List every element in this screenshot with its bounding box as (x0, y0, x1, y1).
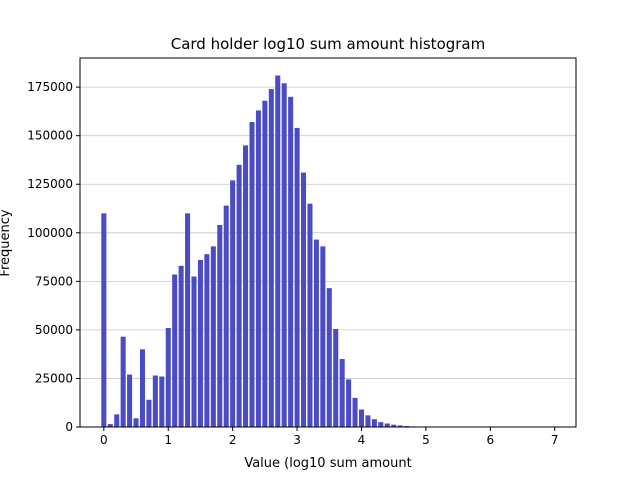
y-tick-label: 50000 (35, 323, 73, 337)
x-tick-label: 2 (229, 433, 237, 447)
histogram-bar (120, 336, 126, 427)
histogram-bar (249, 122, 255, 427)
x-axis-label: Value (log10 sum amount (244, 456, 411, 471)
histogram-bar (146, 399, 152, 427)
histogram-bars (101, 75, 571, 428)
histogram-bar (365, 415, 371, 427)
histogram-bar (191, 276, 197, 427)
y-tick-label: 125000 (27, 177, 73, 191)
x-tick-label: 7 (551, 433, 559, 447)
histogram-bar (223, 205, 229, 427)
histogram-bar (397, 425, 403, 427)
y-tick-label: 25000 (35, 371, 73, 385)
histogram-bar (210, 246, 216, 427)
histogram-bar (346, 379, 352, 427)
histogram-bar (139, 349, 146, 427)
y-tick-label: 100000 (27, 226, 73, 240)
y-tick-label: 150000 (27, 129, 73, 143)
histogram-bar (333, 328, 339, 427)
histogram-bar (339, 359, 345, 427)
histogram-bar (127, 374, 133, 427)
histogram-bar (281, 83, 287, 427)
x-tick-label: 0 (100, 433, 108, 447)
x-tick-label: 5 (422, 433, 430, 447)
histogram-bar (178, 265, 184, 427)
histogram-bar (307, 203, 313, 427)
histogram-bar (114, 414, 120, 427)
histogram-bar (159, 376, 165, 427)
histogram-bar (204, 254, 210, 427)
y-tick-label: 0 (65, 420, 73, 434)
histogram-bar (107, 424, 113, 427)
histogram-bar (217, 225, 223, 427)
histogram-bar (288, 96, 294, 427)
x-tick-label: 1 (164, 433, 172, 447)
histogram-bar (262, 100, 268, 427)
histogram-bar (268, 89, 274, 428)
plot-frame (79, 57, 577, 428)
histogram-bar (133, 418, 139, 427)
histogram-bar (326, 288, 332, 427)
histogram-bar (230, 180, 236, 427)
histogram-bar (255, 110, 261, 428)
histogram-bar (236, 164, 242, 427)
histogram-bar (197, 259, 203, 427)
histogram-bar (152, 375, 158, 427)
y-axis-ticks: 0 25000 50000 75000 100000 125000 150000 175000 (27, 80, 80, 434)
histogram-bar (185, 213, 191, 427)
histogram-bar (378, 422, 384, 427)
histogram-bar (294, 127, 300, 428)
x-tick-label: 4 (358, 433, 366, 447)
histogram-bar (172, 274, 178, 427)
y-tick-label: 175000 (27, 80, 73, 94)
x-tick-label: 3 (293, 433, 301, 447)
histogram-bar (301, 172, 307, 427)
histogram-bar (101, 213, 107, 427)
histogram-bar (243, 145, 249, 428)
histogram-bar (391, 424, 397, 427)
histogram-bar (371, 419, 377, 427)
histogram-bar (313, 239, 319, 427)
histogram-bar (384, 423, 390, 427)
histogram-bar (358, 409, 365, 427)
histogram-bar (275, 75, 281, 428)
histogram-bar (352, 397, 358, 427)
y-axis-label: Frequency (0, 209, 13, 276)
y-tick-label: 75000 (35, 274, 73, 288)
histogram-bar (165, 327, 171, 427)
histogram-bar (320, 246, 326, 427)
x-tick-label: 6 (487, 433, 495, 447)
x-axis-ticks: 0 1 2 3 4 5 6 7 (100, 427, 559, 447)
chart-title: Card holder log10 sum amount histogram (171, 35, 486, 53)
